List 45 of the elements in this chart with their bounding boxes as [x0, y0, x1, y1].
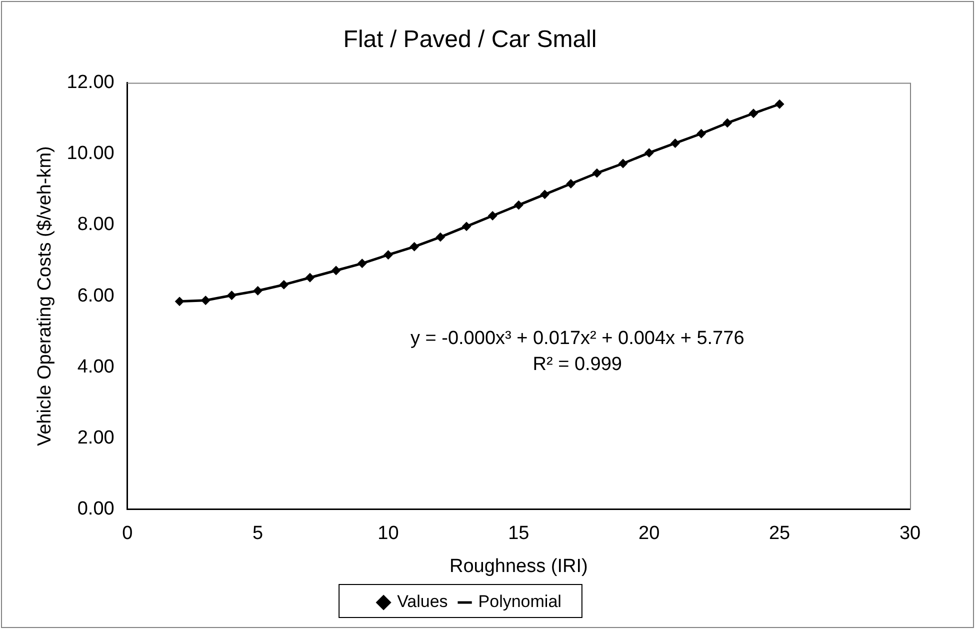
point [618, 159, 628, 168]
x-tick-label: 30 [899, 523, 921, 544]
point [227, 290, 236, 300]
point [592, 168, 602, 178]
point [305, 273, 314, 282]
y-tick-label: 0.00 [77, 498, 114, 520]
x-axis-title: Roughness (IRI) [450, 556, 588, 577]
point [410, 242, 419, 252]
point [488, 211, 498, 220]
point [566, 179, 576, 188]
point [462, 222, 471, 231]
x-tick-label: 10 [378, 523, 399, 544]
point [696, 129, 706, 138]
point [332, 266, 341, 276]
annotation: y = -0.000x³ + 0.017x² + 0.004x + 5.776 [410, 328, 744, 349]
point [722, 118, 732, 128]
point [748, 108, 758, 118]
y-tick-label: 12.00 [66, 72, 114, 94]
y-tick-label: 4.00 [77, 356, 114, 378]
point [514, 200, 524, 210]
x-tick-label: 0 [122, 523, 133, 544]
y-tick-label: 10.00 [66, 143, 114, 164]
y-tick-label: 8.00 [77, 214, 114, 236]
point [384, 250, 393, 260]
chart-title: Flat / Paved / Car Small [343, 26, 597, 54]
annotation: R² = 0.999 [532, 354, 622, 375]
x-tick-label: 5 [252, 523, 264, 544]
point [775, 100, 784, 109]
point [253, 286, 262, 296]
point [201, 296, 210, 305]
y-axis-title: Vehicle Operating Costs ($/veh-km) [34, 146, 56, 446]
x-tick-label: 15 [508, 523, 530, 544]
point [644, 148, 654, 158]
point [670, 138, 680, 148]
legend-label: Values [397, 592, 448, 612]
x-tick-label: 25 [768, 523, 790, 544]
point [436, 232, 445, 242]
point [358, 258, 367, 268]
point [175, 296, 184, 306]
y-tick-label: 6.00 [77, 285, 114, 306]
y-tick-label: 2.00 [77, 428, 114, 449]
point [279, 280, 288, 290]
legend-label: Polynomial [478, 592, 562, 612]
x-tick-label: 20 [638, 523, 660, 544]
point [540, 190, 550, 199]
